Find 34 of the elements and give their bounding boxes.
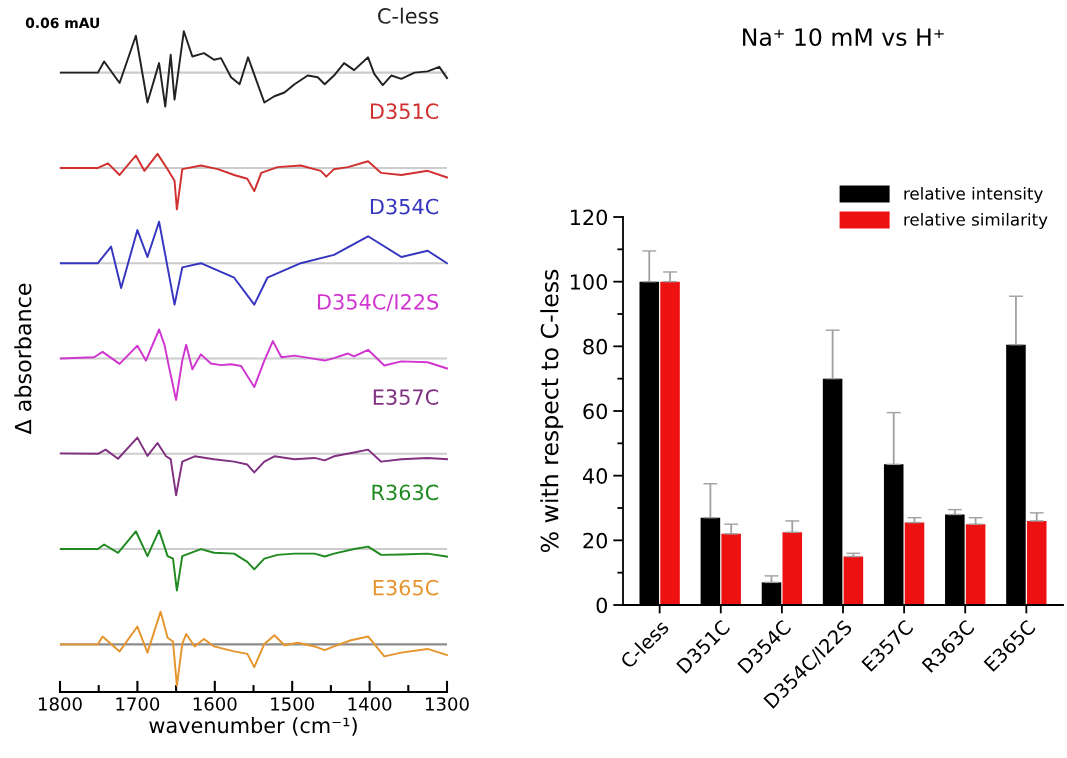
y-tick-label: 40 <box>582 468 608 484</box>
y-tick-label: 60 <box>583 403 608 420</box>
chart-title: Na⁺ 10 mM vs H⁺ <box>743 28 944 47</box>
series-label: E365C <box>373 579 439 596</box>
bar <box>660 281 680 605</box>
bar <box>965 524 986 605</box>
y-axis-title: % with respect to C-less <box>540 269 564 553</box>
x-axis-title: wavenumber (cm⁻¹) <box>149 717 357 736</box>
y-axis-title: Δ absorbance <box>14 283 32 435</box>
text: R363C <box>372 484 439 501</box>
x-tick-label: 1700 <box>116 697 160 711</box>
text: D354C/I22S <box>318 293 439 312</box>
x-tick-label: 1600 <box>193 697 237 711</box>
y-tick-label: 120 <box>570 209 608 226</box>
x-tick-label: 1500 <box>271 697 314 711</box>
series-label: C-less <box>378 7 439 24</box>
x-tick-label: 1400 <box>348 697 392 711</box>
x-tick-label: 1300 <box>426 697 469 711</box>
y-tick-label: 20 <box>583 532 608 549</box>
bar <box>782 532 803 605</box>
bar <box>904 522 925 605</box>
text: 0.06 mAU <box>25 17 100 29</box>
bar <box>1026 520 1047 605</box>
legend-label: relative intensity <box>904 186 1043 204</box>
legend-label: relative similarity <box>904 212 1048 230</box>
x-tick-label: 1800 <box>39 697 82 711</box>
y-tick-label: 80 <box>583 338 608 355</box>
bar <box>721 533 741 605</box>
text: E357C <box>373 389 439 405</box>
series-label: D354C <box>370 198 439 215</box>
bar <box>843 556 864 605</box>
text: D351C <box>370 103 439 120</box>
y-tick-label: 0 <box>596 597 608 614</box>
y-tick-label: 100 <box>570 274 608 290</box>
